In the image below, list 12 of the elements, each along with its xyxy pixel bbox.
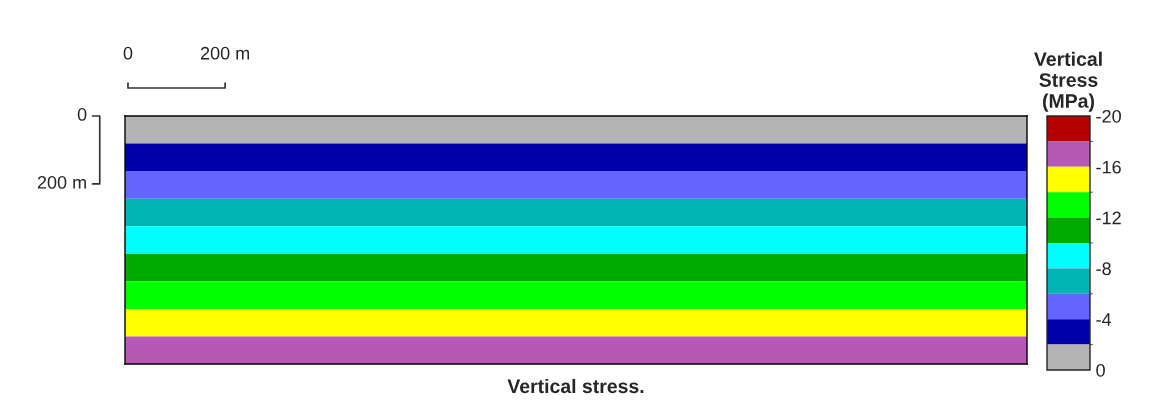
text: 200 m [37,176,86,189]
color-bar-label: 0 [1096,363,1105,377]
color-bar-label: -12 [1096,211,1121,225]
color-bar-label: -8 [1096,262,1111,276]
color-bar-label: -4 [1096,313,1112,326]
text: 0 [77,108,87,121]
color-bar-title: Vertical Stress (MPa) [1034,51,1102,112]
color-bar-label: -16 [1096,160,1121,174]
text: Vertical stress. [507,378,644,394]
color-bar-label: -20 [1096,109,1121,123]
text: 0 [123,46,133,60]
text: 200 m [200,46,250,60]
